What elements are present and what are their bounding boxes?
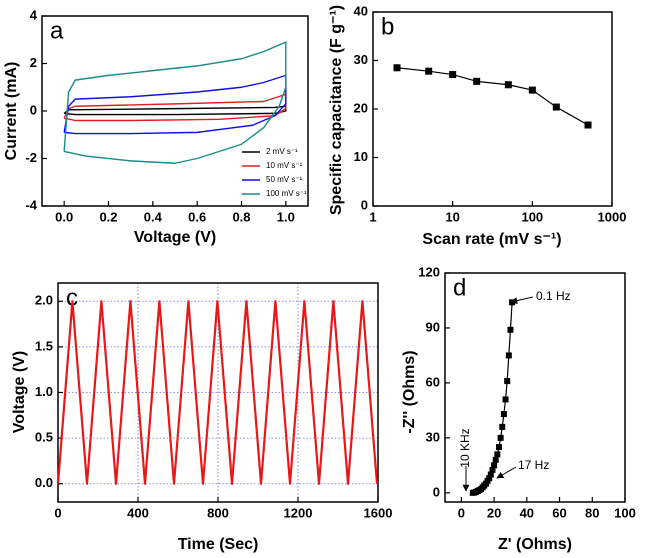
x-tick-label: 80 (585, 505, 599, 520)
x-tick-label: 0.2 (99, 209, 117, 224)
x-tick-label: 400 (127, 505, 149, 520)
data-point (425, 67, 433, 75)
data-point (497, 434, 504, 441)
x-axis-title: Z' (Ohms) (498, 536, 572, 553)
plot-frame (372, 11, 613, 207)
plot-frame (57, 282, 379, 503)
x-tick-label: 1 (369, 209, 376, 224)
x-axis-title: Time (Sec) (178, 536, 259, 553)
y-axis-title: Current (mA) (3, 62, 20, 161)
x-tick-label: 0.6 (188, 209, 206, 224)
y-axis-title: Voltage (V) (11, 351, 28, 433)
annotation: 0.1 Hz (536, 289, 571, 303)
data-line (396, 67, 589, 126)
x-tick-label: 1.0 (277, 209, 295, 224)
data-point (504, 378, 511, 385)
legend-label: 100 mV s⁻¹ (266, 189, 307, 198)
data-point (502, 396, 509, 403)
panel-label: c (66, 284, 78, 311)
data-point (500, 411, 507, 418)
y-tick-label: 0.0 (35, 475, 53, 490)
annotation: 10 KHz (458, 428, 472, 467)
x-tick-label: 20 (487, 505, 501, 520)
x-tick-label: 100 (614, 505, 636, 520)
data-point (494, 451, 501, 458)
plot-frame (41, 15, 309, 207)
x-tick-label: 800 (207, 505, 229, 520)
x-tick-label: 1200 (284, 505, 313, 520)
data-point (507, 326, 514, 333)
x-tick-label: 0.4 (144, 209, 163, 224)
y-tick-label: 2 (30, 55, 37, 70)
legend-label: 10 mV s⁻¹ (266, 161, 303, 170)
data-point (496, 444, 502, 451)
x-tick-label: 1600 (364, 505, 393, 520)
x-tick-label: 10 (445, 209, 459, 224)
data-point (584, 121, 592, 129)
y-tick-label: 90 (426, 319, 440, 334)
data-point (552, 103, 560, 111)
y-tick-label: 1.0 (35, 384, 53, 399)
y-tick-label: 0.5 (35, 430, 53, 445)
x-axis-title: Scan rate (mV s⁻¹) (422, 231, 561, 248)
panel-label: a (50, 17, 64, 44)
plot-frame (444, 272, 626, 503)
data-point (489, 466, 496, 473)
y-tick-label: 20 (354, 100, 368, 115)
x-axis-title: Voltage (V) (134, 229, 216, 246)
data-line (63, 41, 287, 164)
y-tick-label: 60 (426, 374, 440, 389)
y-tick-label: 4 (30, 7, 38, 22)
data-point (505, 352, 512, 359)
panel-label: b (381, 13, 394, 40)
panel-label: d (453, 274, 466, 301)
y-tick-label: 10 (354, 149, 368, 164)
x-tick-label: 40 (520, 505, 534, 520)
data-point (473, 77, 481, 85)
y-tick-label: 0 (30, 102, 37, 117)
annotation: 17 Hz (518, 458, 549, 472)
data-point (499, 423, 506, 430)
data-line (63, 105, 287, 116)
y-tick-label: 40 (354, 3, 368, 18)
y-tick-label: 30 (426, 429, 440, 444)
x-tick-label: 0.0 (55, 209, 73, 224)
x-tick-label: 0 (458, 505, 465, 520)
y-tick-label: 0 (361, 197, 368, 212)
annotation-arrow (510, 296, 534, 305)
y-tick-label: -4 (25, 197, 37, 212)
y-tick-label: 0 (433, 484, 440, 499)
x-tick-label: 1000 (598, 209, 627, 224)
annotation-arrow (496, 466, 517, 479)
y-tick-label: 120 (418, 264, 440, 279)
x-tick-label: 0 (54, 505, 61, 520)
legend-label: 2 mV s⁻¹ (266, 147, 298, 156)
data-point (487, 471, 494, 478)
data-point (486, 475, 493, 482)
y-tick-label: 2.0 (35, 293, 53, 308)
data-point (491, 462, 498, 469)
data-point (509, 299, 516, 306)
data-point (449, 71, 457, 79)
y-tick-label: 30 (354, 52, 368, 67)
y-axis-title: Specific capacitance (F g⁻¹) (328, 5, 345, 215)
y-tick-label: 1.5 (35, 338, 53, 353)
x-tick-label: 0.8 (232, 209, 250, 224)
legend-label: 50 mV s⁻¹ (266, 175, 303, 184)
y-tick-label: -2 (25, 150, 37, 165)
y-axis-title: -Z'' (Ohms) (401, 350, 418, 433)
data-point (504, 81, 512, 89)
data-line (56, 300, 379, 485)
data-point (492, 456, 499, 463)
x-tick-label: 100 (521, 209, 543, 224)
data-point (528, 86, 536, 94)
data-point (393, 64, 401, 72)
x-tick-label: 60 (552, 505, 566, 520)
